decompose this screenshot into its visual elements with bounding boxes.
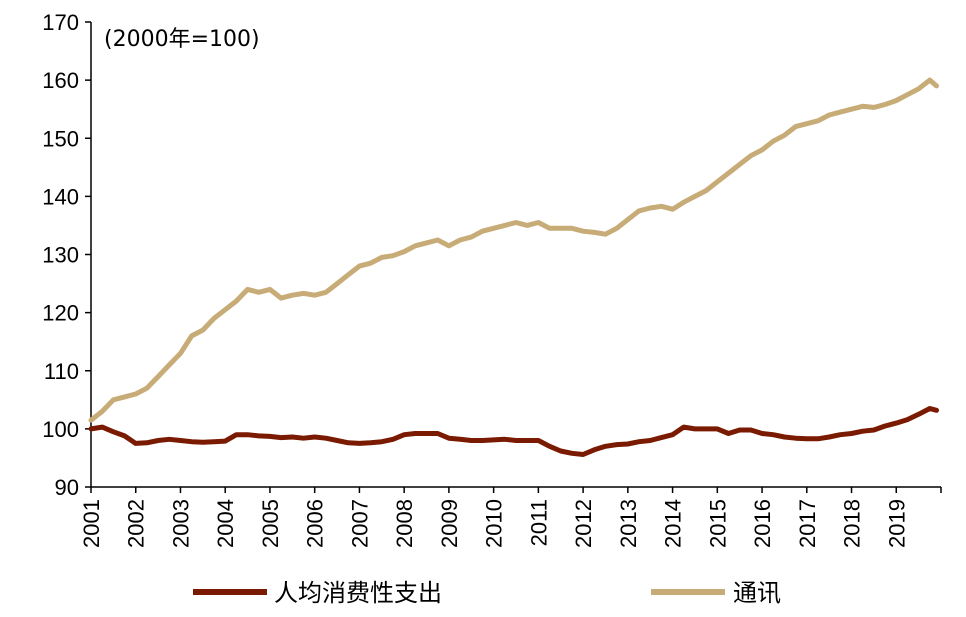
x-tick-label: 2007	[347, 499, 372, 548]
x-tick-label: 2005	[258, 499, 283, 548]
x-tick-label: 2018	[840, 499, 865, 548]
x-tick-label: 2001	[79, 499, 104, 548]
x-tick-label: 2004	[213, 499, 238, 548]
y-tick-label: 170	[42, 10, 79, 35]
x-axis: 2001 2002 2003 2004 2005 2006 2007 2008 2009 2010…	[79, 486, 942, 548]
x-tick-label: 2010	[482, 499, 507, 548]
y-tick-label: 140	[42, 184, 79, 209]
x-tick-label: 2008	[392, 499, 417, 548]
x-tick-label: 2016	[750, 499, 775, 548]
y-tick-label: 130	[42, 243, 79, 268]
series-line-1	[88, 406, 939, 457]
x-tick-label: 2006	[303, 499, 328, 548]
x-tick-label: 2015	[705, 499, 730, 548]
x-tick-label: 2012	[571, 499, 596, 548]
x-tick-label: 2011	[526, 499, 551, 546]
x-tick-label: 2013	[616, 499, 641, 548]
y-tick-label: 110	[44, 359, 79, 384]
x-tick-label: 2014	[661, 499, 686, 548]
x-tick-label: 2002	[124, 499, 149, 548]
x-tick-label: 2009	[437, 499, 462, 548]
legend: 人均消费性支出 通讯	[193, 579, 781, 607]
x-tick-label: 2003	[168, 499, 193, 548]
series-layer	[88, 77, 939, 457]
y-tick-label: 100	[42, 417, 79, 442]
y-tick-label: 150	[42, 126, 79, 151]
y-axis: 90 100 110 120 130 140 150 160 170	[42, 10, 92, 500]
series-line-2	[88, 77, 939, 423]
x-tick-label: 2017	[795, 499, 820, 548]
index-base-note: (2000年=100)	[104, 27, 260, 52]
y-tick-label: 120	[42, 301, 79, 326]
legend-label-1: 人均消费性支出	[274, 579, 442, 607]
legend-label-2: 通讯	[733, 579, 781, 607]
x-tick-label: 2019	[884, 499, 909, 548]
y-tick-label: 160	[42, 68, 79, 93]
y-tick-label: 90	[55, 475, 79, 500]
